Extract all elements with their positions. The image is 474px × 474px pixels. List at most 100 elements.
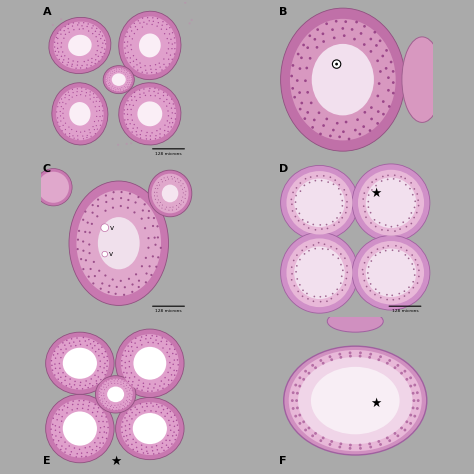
Circle shape <box>129 377 130 379</box>
Circle shape <box>155 95 156 97</box>
Circle shape <box>115 379 116 380</box>
Circle shape <box>321 180 322 182</box>
Text: A: A <box>43 7 51 17</box>
Text: D: D <box>279 164 288 174</box>
Circle shape <box>82 388 83 390</box>
Circle shape <box>396 364 399 367</box>
Circle shape <box>333 183 334 185</box>
Circle shape <box>158 48 160 50</box>
Circle shape <box>116 407 117 408</box>
Circle shape <box>146 132 148 133</box>
Circle shape <box>88 275 90 278</box>
Circle shape <box>176 32 179 35</box>
Circle shape <box>152 255 154 257</box>
Circle shape <box>77 64 78 66</box>
Circle shape <box>132 390 133 391</box>
Circle shape <box>89 94 91 96</box>
Circle shape <box>132 38 133 39</box>
Circle shape <box>53 439 55 441</box>
Circle shape <box>370 212 372 214</box>
Circle shape <box>89 401 90 403</box>
Circle shape <box>412 392 415 395</box>
Circle shape <box>299 108 301 110</box>
Circle shape <box>157 389 159 391</box>
Circle shape <box>297 53 300 55</box>
Circle shape <box>95 106 96 107</box>
Circle shape <box>366 286 367 287</box>
Circle shape <box>114 383 115 384</box>
Circle shape <box>318 111 320 114</box>
Circle shape <box>59 59 60 60</box>
Circle shape <box>137 388 138 389</box>
Circle shape <box>319 439 322 442</box>
Circle shape <box>130 409 132 410</box>
Ellipse shape <box>54 21 106 69</box>
Circle shape <box>141 130 142 132</box>
Circle shape <box>65 448 67 450</box>
Text: F: F <box>279 456 287 466</box>
Ellipse shape <box>52 83 108 145</box>
Ellipse shape <box>133 413 167 444</box>
Circle shape <box>412 407 415 410</box>
Circle shape <box>337 289 338 290</box>
Circle shape <box>60 29 61 31</box>
Circle shape <box>82 136 83 137</box>
Circle shape <box>147 217 150 219</box>
Circle shape <box>129 385 130 386</box>
Circle shape <box>313 118 316 121</box>
Circle shape <box>115 292 117 295</box>
Circle shape <box>154 195 155 196</box>
Circle shape <box>174 374 175 376</box>
Circle shape <box>312 301 314 302</box>
Circle shape <box>62 342 64 344</box>
Circle shape <box>98 55 99 57</box>
Circle shape <box>98 376 99 378</box>
Circle shape <box>101 353 103 355</box>
Circle shape <box>121 71 122 72</box>
Circle shape <box>124 109 125 110</box>
Circle shape <box>57 117 58 118</box>
Circle shape <box>412 194 414 196</box>
Circle shape <box>65 103 66 104</box>
Circle shape <box>120 384 121 385</box>
Circle shape <box>85 384 86 386</box>
Circle shape <box>176 419 177 421</box>
Circle shape <box>63 125 64 126</box>
Circle shape <box>82 268 84 270</box>
Circle shape <box>329 176 331 178</box>
Circle shape <box>111 278 114 281</box>
Circle shape <box>80 94 82 95</box>
Circle shape <box>102 442 104 444</box>
Circle shape <box>131 418 133 419</box>
Circle shape <box>386 437 389 439</box>
Circle shape <box>90 343 91 345</box>
Circle shape <box>109 85 110 86</box>
Circle shape <box>126 440 127 442</box>
Circle shape <box>385 250 387 252</box>
Circle shape <box>59 102 60 103</box>
Circle shape <box>126 84 127 85</box>
Circle shape <box>155 188 156 189</box>
Circle shape <box>141 265 143 267</box>
Circle shape <box>346 272 348 273</box>
Circle shape <box>364 262 365 264</box>
Circle shape <box>147 246 149 249</box>
Circle shape <box>362 125 365 128</box>
Circle shape <box>364 192 365 194</box>
Circle shape <box>63 59 64 61</box>
Circle shape <box>143 88 145 90</box>
Circle shape <box>345 212 346 214</box>
Circle shape <box>122 355 124 356</box>
Circle shape <box>59 126 61 127</box>
Circle shape <box>416 391 419 394</box>
Circle shape <box>54 46 55 48</box>
Ellipse shape <box>121 402 179 455</box>
Circle shape <box>88 405 90 407</box>
Circle shape <box>55 435 57 437</box>
Circle shape <box>128 361 130 362</box>
Circle shape <box>140 134 141 135</box>
Circle shape <box>89 129 90 130</box>
Circle shape <box>128 351 129 352</box>
Circle shape <box>326 224 328 226</box>
Circle shape <box>367 272 369 274</box>
